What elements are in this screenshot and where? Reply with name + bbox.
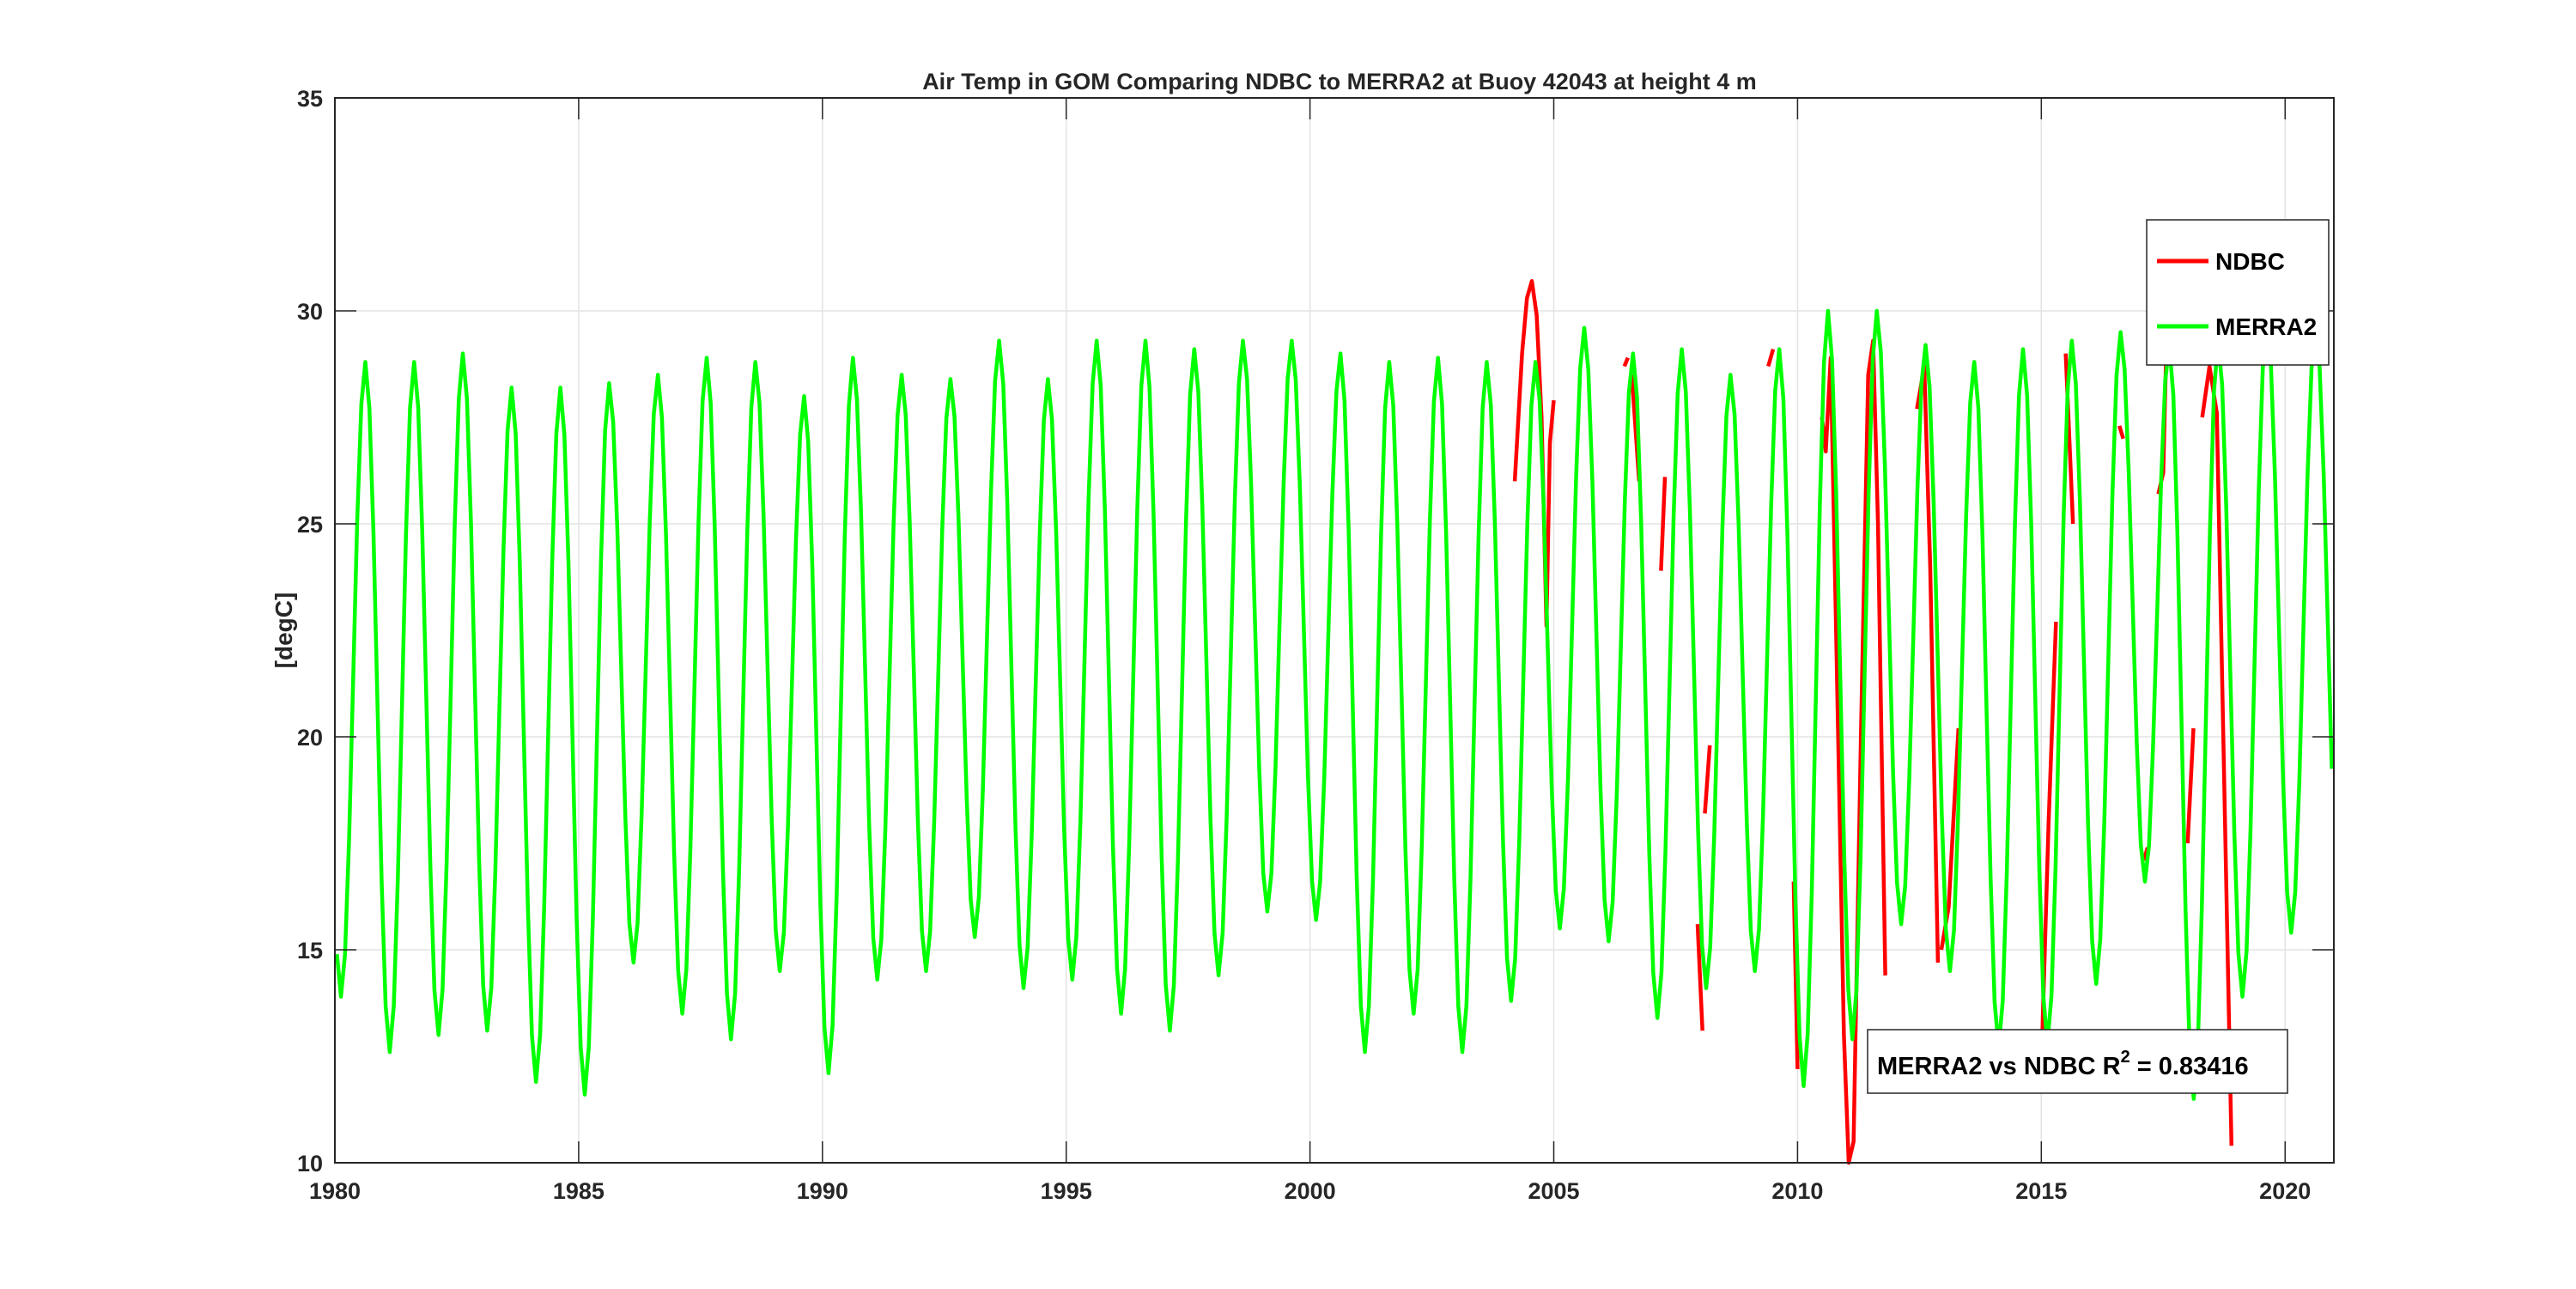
ndbc-series-segment [1622, 356, 1630, 368]
ndbc-series-segment [1659, 477, 1668, 571]
y-tick-label: 15 [297, 938, 323, 964]
y-tick-label: 20 [297, 725, 323, 751]
x-tick-label: 2020 [2259, 1178, 2311, 1204]
annotation-superscript: 2 [2121, 1048, 2130, 1067]
ndbc-series-segment [1512, 279, 1556, 629]
annotation-prefix: MERRA2 vs NDBC R [1877, 1053, 2121, 1080]
axes [334, 97, 2335, 1164]
y-tick-label: 35 [297, 86, 323, 112]
legend-merra2-label: MERRA2 [2215, 313, 2317, 340]
x-tick-label: 1995 [1041, 1178, 1092, 1204]
series-lines [335, 234, 2334, 1165]
y-tick-label: 10 [297, 1151, 323, 1177]
x-tick-label: 1985 [553, 1178, 605, 1204]
chart-title: Air Temp in GOM Comparing NDBC to MERRA2… [922, 69, 1757, 94]
y-tick-label: 25 [297, 512, 323, 538]
x-tick-label: 1980 [309, 1178, 361, 1204]
legend-box [2146, 219, 2330, 366]
ndbc-series-segment [1766, 348, 1776, 368]
ndbc-series-segment [1939, 727, 1961, 951]
x-tick-label: 1990 [797, 1178, 848, 1204]
ndbc-series-segment [1695, 924, 1704, 1031]
r-squared-annotation: MERRA2 vs NDBC R2 = 0.83416 [1867, 1029, 2288, 1094]
annotation-suffix: = 0.83416 [2130, 1053, 2249, 1080]
annotation-text: MERRA2 vs NDBC R2 = 0.83416 [1877, 1048, 2249, 1080]
ndbc-series-segment [1703, 745, 1712, 814]
y-tick-label: 30 [297, 299, 323, 325]
legend-ndbc-label: NDBC [2215, 248, 2285, 275]
ndbc-series-segment [2185, 727, 2196, 844]
axes-box [334, 97, 2335, 1164]
x-tick-label: 2015 [2015, 1178, 2067, 1204]
x-tick-label: 2010 [1771, 1178, 1823, 1204]
annotation-box [1867, 1029, 2288, 1094]
ndbc-series-segment [2117, 425, 2125, 440]
x-tick-label: 2000 [1285, 1178, 1336, 1204]
tick-labels: 1980 1985 1990 1995 2000 2005 2010 2015 2020 10 15… [297, 86, 2311, 1204]
y-axis-label: [degC] [270, 593, 297, 669]
legend[interactable]: NDBC MERRA2 [2146, 219, 2330, 366]
x-tick-label: 2005 [1528, 1178, 1579, 1204]
